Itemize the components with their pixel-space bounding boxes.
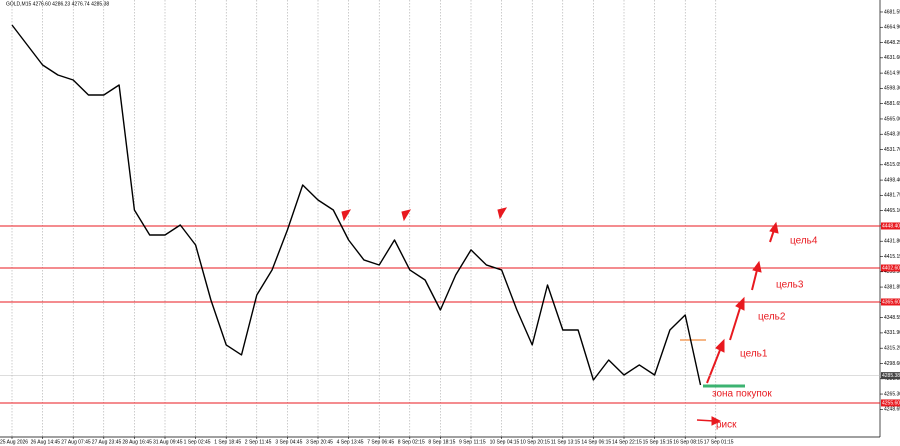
arrow xyxy=(696,419,715,422)
arrow-head xyxy=(752,260,762,273)
x-tick-label: 31 Aug 09:45 xyxy=(153,439,183,445)
arrow-head xyxy=(497,207,508,220)
level-label: 4448.40 xyxy=(882,223,900,229)
x-tick-label: 14 Sep 22:15 xyxy=(612,439,642,445)
x-tick-label: 27 Aug 23:45 xyxy=(92,439,122,445)
arrow xyxy=(729,307,741,341)
y-tick-label: 4381.85 xyxy=(884,284,900,290)
x-tick-label: 25 Aug 2026 xyxy=(0,439,28,445)
x-tick-label: 28 Aug 16:45 xyxy=(122,439,152,445)
y-tick-label: 4398.50 xyxy=(884,269,900,275)
x-tick-label: 15 Sep 15:15 xyxy=(643,439,673,445)
x-tick-label: 8 Sep 18:15 xyxy=(428,439,455,445)
annotation: цель3 xyxy=(776,280,804,291)
x-tick-label: 14 Sep 06:15 xyxy=(581,439,611,445)
level-label: 4365.60 xyxy=(882,299,900,305)
y-tick-label: 4648.25 xyxy=(884,40,900,46)
x-tick-label: 2 Sep 11:45 xyxy=(245,439,272,445)
x-tick-label: 4 Sep 13:45 xyxy=(337,439,364,445)
y-tick-label: 4531.70 xyxy=(884,147,900,153)
x-tick-label: 1 Sep 18:45 xyxy=(214,439,241,445)
annotation: зона покупок xyxy=(712,389,772,400)
y-tick-label: 4565.00 xyxy=(884,116,900,122)
arrow-head xyxy=(401,209,412,222)
arrow-head xyxy=(711,416,722,426)
arrow xyxy=(751,269,758,291)
x-tick-label: 3 Sep 04:45 xyxy=(275,439,302,445)
x-tick-label: 27 Aug 07:45 xyxy=(61,439,91,445)
y-tick-label: 4298.60 xyxy=(884,361,900,367)
level-label-box xyxy=(881,264,900,272)
annotation: цель4 xyxy=(790,236,818,247)
y-tick-label: 4681.55 xyxy=(884,9,900,15)
x-tick-label: 3 Sep 20:45 xyxy=(306,439,333,445)
annotation: риск xyxy=(716,420,737,431)
x-tick-label: 8 Sep 02:15 xyxy=(398,439,425,445)
y-tick-label: 4664.90 xyxy=(884,25,900,31)
y-tick-label: 4614.95 xyxy=(884,70,900,76)
y-tick-label: 4248.65 xyxy=(884,407,900,413)
y-tick-label: 4315.25 xyxy=(884,346,900,352)
arrow-head xyxy=(341,209,352,222)
y-tick-label: 4348.55 xyxy=(884,315,900,321)
x-tick-label: 1 Sep 02:45 xyxy=(184,439,211,445)
y-tick-label: 4548.35 xyxy=(884,132,900,138)
x-tick-label: 26 Aug 14:45 xyxy=(31,439,61,445)
arrow xyxy=(706,349,721,384)
level-label-box xyxy=(881,399,900,407)
y-tick-label: 4598.30 xyxy=(884,86,900,92)
y-tick-label: 4431.80 xyxy=(884,239,900,245)
level-label-box xyxy=(881,298,900,306)
y-tick-label: 4331.90 xyxy=(884,330,900,336)
annotation: цель2 xyxy=(758,312,786,323)
x-tick-label: 10 Sep 04:15 xyxy=(490,439,520,445)
y-tick-label: 4498.40 xyxy=(884,177,900,183)
y-tick-label: 4515.05 xyxy=(884,162,900,168)
x-tick-label: 7 Sep 06:45 xyxy=(367,439,394,445)
arrows xyxy=(341,207,779,426)
chart-title: GOLD,M15 4276.60 4286.23 4276.74 4285.38 xyxy=(6,1,109,7)
level-label: 4255.60 xyxy=(882,400,900,406)
x-tick-label: 16 Sep 08:15 xyxy=(673,439,703,445)
current-price-box xyxy=(881,372,900,380)
level-label: 4402.60 xyxy=(882,265,900,271)
x-tick-label: 11 Sep 13:15 xyxy=(551,439,581,445)
level-label-box xyxy=(881,222,900,230)
annotation: цель1 xyxy=(740,349,768,360)
x-tick-label: 17 Sep 01:15 xyxy=(704,439,734,445)
current-price-label: 4285.38 xyxy=(882,373,900,379)
y-tick-label: 4581.65 xyxy=(884,101,900,107)
arrow-head xyxy=(715,338,725,353)
y-tick-label: 4265.30 xyxy=(884,391,900,397)
x-tick-label: 10 Sep 20:15 xyxy=(520,439,550,445)
y-tick-label: 4465.10 xyxy=(884,208,900,214)
price-line xyxy=(11,24,702,386)
x-tick-label: 9 Sep 11:15 xyxy=(459,439,486,445)
y-tick-label: 4481.75 xyxy=(884,193,900,199)
y-tick-label: 4631.60 xyxy=(884,55,900,61)
y-tick-label: 4415.15 xyxy=(884,254,900,260)
